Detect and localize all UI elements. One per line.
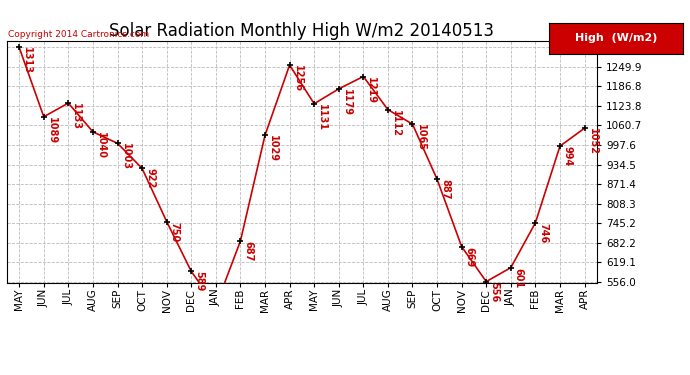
- Text: 589: 589: [194, 272, 204, 292]
- Text: 1112: 1112: [391, 110, 401, 136]
- Text: 1052: 1052: [587, 128, 598, 155]
- Text: 1256: 1256: [293, 65, 302, 92]
- Text: 556: 556: [489, 282, 499, 302]
- Text: High  (W/m2): High (W/m2): [575, 33, 657, 44]
- Text: 994: 994: [563, 146, 573, 166]
- Text: 1003: 1003: [121, 143, 130, 170]
- Text: 1040: 1040: [96, 132, 106, 159]
- Text: Copyright 2014 Cartronics.com: Copyright 2014 Cartronics.com: [8, 30, 150, 39]
- Text: 1029: 1029: [268, 135, 278, 162]
- Text: 922: 922: [145, 168, 155, 189]
- Text: 477: 477: [0, 374, 1, 375]
- Title: Solar Radiation Monthly High W/m2 20140513: Solar Radiation Monthly High W/m2 201405…: [110, 22, 494, 40]
- Text: 887: 887: [440, 179, 450, 200]
- Text: 1065: 1065: [415, 124, 426, 151]
- Text: 1219: 1219: [366, 76, 376, 104]
- Text: 687: 687: [244, 241, 253, 261]
- Text: 1131: 1131: [317, 104, 327, 131]
- Text: 1313: 1313: [22, 47, 32, 74]
- Text: 746: 746: [538, 223, 549, 243]
- Text: 1179: 1179: [342, 89, 352, 116]
- Text: 601: 601: [514, 268, 524, 288]
- Text: 1089: 1089: [47, 117, 57, 144]
- Text: 750: 750: [170, 222, 179, 242]
- Text: 1133: 1133: [71, 103, 81, 130]
- Text: 669: 669: [464, 247, 475, 267]
